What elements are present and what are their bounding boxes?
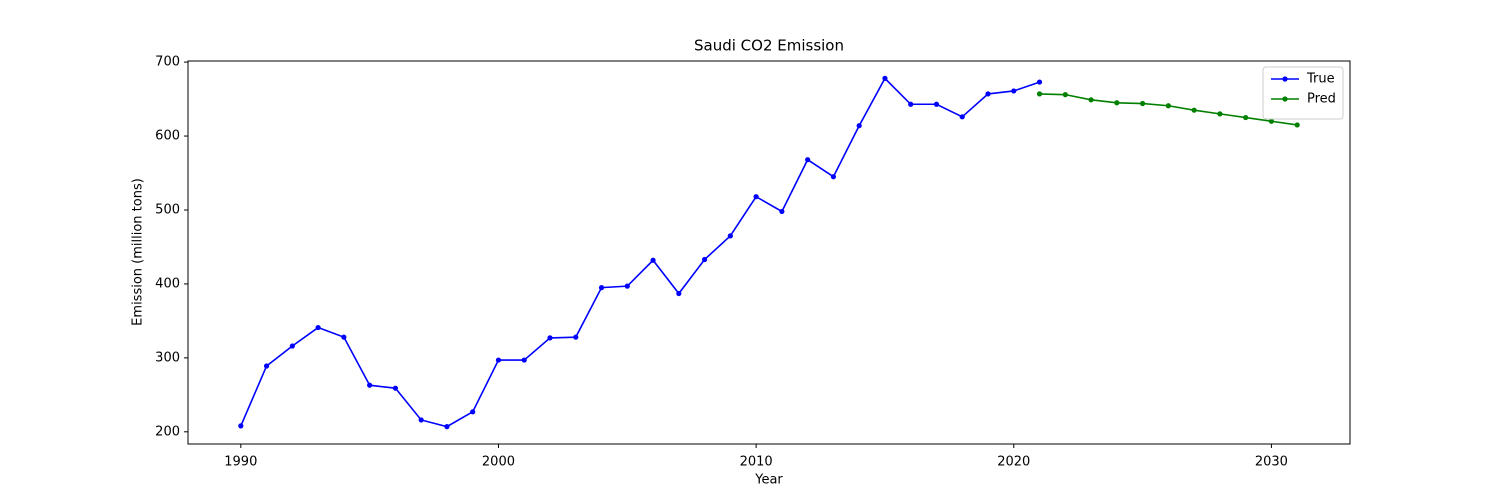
point bbox=[1268, 118, 1275, 124]
y-tick-label: 400 bbox=[155, 276, 180, 291]
legend-label: True bbox=[1306, 72, 1335, 87]
point bbox=[315, 324, 321, 331]
point bbox=[727, 233, 733, 239]
point bbox=[573, 334, 579, 340]
point bbox=[263, 363, 270, 369]
plot-frame bbox=[187, 60, 1351, 445]
y-tick-label: 700 bbox=[155, 55, 180, 70]
point bbox=[856, 123, 862, 129]
point bbox=[624, 283, 630, 289]
point bbox=[650, 257, 656, 263]
point bbox=[701, 256, 708, 263]
y-tick-label: 600 bbox=[155, 129, 180, 144]
point bbox=[418, 417, 424, 423]
point bbox=[392, 385, 399, 391]
point bbox=[1191, 107, 1197, 113]
point bbox=[470, 409, 476, 415]
point bbox=[1243, 114, 1249, 121]
x-tick-label: 2030 bbox=[1255, 455, 1288, 470]
legend-marker bbox=[1282, 96, 1288, 102]
point bbox=[1062, 92, 1068, 98]
legend-marker bbox=[1282, 76, 1288, 82]
point bbox=[882, 75, 888, 81]
point bbox=[1088, 97, 1094, 103]
point bbox=[1036, 79, 1043, 85]
point bbox=[495, 357, 502, 363]
point bbox=[598, 285, 605, 291]
point bbox=[1011, 88, 1017, 94]
chart-title: Saudi CO2 Emission bbox=[694, 37, 844, 55]
series-line bbox=[1039, 93, 1298, 126]
x-tick-label: 2020 bbox=[997, 455, 1030, 470]
point bbox=[908, 101, 914, 107]
point bbox=[985, 91, 991, 97]
point bbox=[238, 423, 244, 429]
point bbox=[830, 174, 837, 180]
y-tick-label: 500 bbox=[155, 202, 180, 217]
point bbox=[753, 194, 759, 200]
legend-label: Pred bbox=[1307, 92, 1336, 107]
y-tick-label: 200 bbox=[155, 424, 180, 439]
point bbox=[521, 357, 527, 363]
y-tick-label: 300 bbox=[155, 350, 180, 365]
y-axis-label: Emission (million tons) bbox=[131, 178, 146, 326]
point bbox=[1114, 100, 1120, 106]
point bbox=[289, 343, 295, 349]
point bbox=[444, 424, 450, 430]
point bbox=[779, 208, 785, 215]
point bbox=[676, 290, 682, 297]
point bbox=[1036, 91, 1043, 97]
point bbox=[367, 382, 373, 388]
series-line bbox=[240, 77, 1040, 428]
point bbox=[1165, 103, 1171, 109]
x-tick-label: 2010 bbox=[740, 455, 773, 470]
x-tick-label: 1990 bbox=[224, 455, 257, 470]
point bbox=[805, 157, 811, 163]
point bbox=[933, 101, 940, 107]
point bbox=[959, 114, 965, 120]
point bbox=[547, 335, 553, 341]
point bbox=[1217, 111, 1223, 117]
x-axis-label: Year bbox=[754, 473, 783, 488]
point bbox=[1139, 100, 1146, 107]
point bbox=[341, 334, 347, 340]
point bbox=[1294, 122, 1300, 128]
x-tick-label: 2000 bbox=[482, 455, 515, 470]
